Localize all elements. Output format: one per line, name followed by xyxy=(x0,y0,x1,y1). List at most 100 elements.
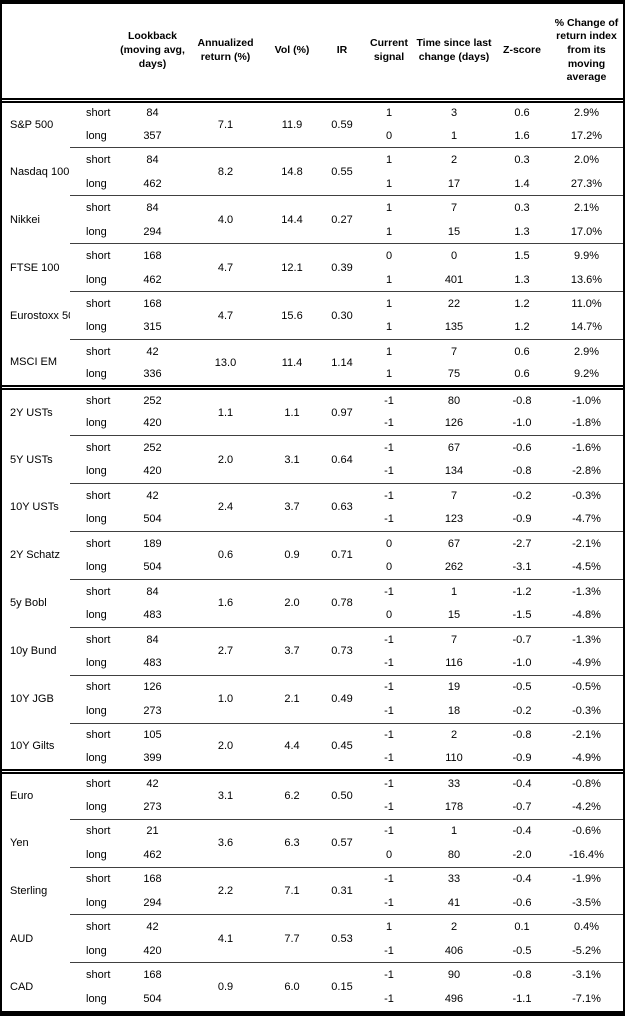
ir-value: 0.63 xyxy=(320,483,364,532)
ir-value: 0.59 xyxy=(331,118,353,131)
lookback-value: 168 xyxy=(118,243,187,268)
vol-value: 11.4 xyxy=(264,339,320,388)
table-body: S&P 500 short 84 7.1 11.9 0.59 1 3 0.6 2.9% long 35… xyxy=(2,100,623,1011)
pct-change-value: 11.0% xyxy=(550,291,623,316)
pct-change-value: -4.8% xyxy=(572,609,601,622)
lookback-value: 84 xyxy=(118,578,187,604)
leg-label: short xyxy=(86,107,111,120)
time-since-value: 126 xyxy=(444,417,464,430)
table-row: CAD short 168 0.9 6.0 0.15 -1 90 -0.8 -3.1% xyxy=(2,962,623,1011)
ir-value: 0.57 xyxy=(320,818,364,867)
instrument-name: 10y Bund xyxy=(10,645,57,658)
leg-label: long xyxy=(86,465,107,478)
lookback-value: 84 xyxy=(118,195,187,220)
instrument-name: 5Y USTs xyxy=(10,453,53,466)
current-signal-value: -1 xyxy=(364,385,414,412)
annualized-return-value: 0.9 xyxy=(187,962,264,1011)
pct-change-value: 27.3% xyxy=(570,177,603,190)
table-row: 10Y Gilts short 105 2.0 4.4 0.45 -1 2 -0.8 -2.1% xyxy=(2,722,623,772)
leg-label: long xyxy=(86,704,107,717)
ir-value: 0.31 xyxy=(320,866,364,915)
table-row: long 273 -1 178 -0.7 -4.2% xyxy=(2,795,623,819)
lookback-value: 462 xyxy=(143,848,162,861)
current-signal-value: 0 xyxy=(385,561,393,574)
vol-value: 11.9 xyxy=(281,118,303,131)
zscore-value: 0.1 xyxy=(494,914,550,939)
pct-change-value: -2.8% xyxy=(572,465,601,478)
table-row: MSCI EM short 42 13.0 11.4 1.14 1 7 0.6 2.9% xyxy=(2,339,623,388)
pct-change-value: -1.9% xyxy=(550,866,623,891)
leg-label: short xyxy=(70,818,118,844)
instrument-name: 10Y Gilts xyxy=(10,739,55,752)
vol-value: 6.2 xyxy=(264,768,320,820)
table-row: AUD short 42 4.1 7.7 0.53 1 2 0.1 0.4% xyxy=(2,914,623,963)
instrument-name: 10Y USTs xyxy=(10,501,59,514)
pct-change-value: -1.3% xyxy=(550,626,623,652)
lookback-value: 168 xyxy=(118,962,187,987)
annualized-return-value: 0.6 xyxy=(187,530,264,580)
current-signal-value: -1 xyxy=(384,800,394,813)
annualized-return-value: 4.7 xyxy=(187,243,264,292)
pct-change-value: -1.6% xyxy=(550,435,623,460)
annualized-return-value: 4.7 xyxy=(187,291,264,340)
pct-change-value: 9.2% xyxy=(573,368,600,381)
leg-label: long xyxy=(86,657,107,670)
lookback-value: 504 xyxy=(143,561,162,574)
table-row: long 357 0 1 1.6 17.2% xyxy=(2,124,623,148)
time-since-value: 178 xyxy=(444,800,464,813)
leg-label: long xyxy=(86,800,107,813)
pct-change-value: -0.5% xyxy=(550,674,623,700)
zscore-value: -3.1 xyxy=(512,561,532,574)
zscore-value: -1.0 xyxy=(512,417,532,430)
leg-label: short xyxy=(70,483,118,508)
lookback-value: 84 xyxy=(118,626,187,652)
table-row: long 336 1 75 0.6 9.2% xyxy=(2,364,623,388)
instrument-name: FTSE 100 xyxy=(10,261,60,274)
current-signal-value: 1 xyxy=(364,339,414,364)
leg-label: long xyxy=(86,896,107,909)
lookback-value: 315 xyxy=(143,321,162,334)
leg-label: long xyxy=(86,561,107,574)
zscore-value: -0.5 xyxy=(512,944,532,957)
zscore-value: -0.8 xyxy=(494,722,550,748)
ir-value: 0.50 xyxy=(320,768,364,820)
current-signal-value: -1 xyxy=(364,578,414,604)
time-since-value: 1 xyxy=(414,818,494,844)
pct-change-value: -4.7% xyxy=(572,513,601,526)
zscore-value: -0.9 xyxy=(512,513,532,526)
current-signal-value: -1 xyxy=(384,417,394,430)
lookback-value: 126 xyxy=(118,674,187,700)
vol-value: 2.0 xyxy=(264,578,320,628)
annualized-return-value: 2.0 xyxy=(187,722,264,772)
lookback-value: 42 xyxy=(118,768,187,796)
pct-change-value: -5.2% xyxy=(572,944,601,957)
leg-label: short xyxy=(70,530,118,556)
table-row: Sterling short 168 2.2 7.1 0.31 -1 33 -0.4 -1.9% xyxy=(2,866,623,915)
lookback-value: 462 xyxy=(143,273,162,286)
annualized-return-value: 2.4 xyxy=(187,483,264,532)
time-since-value: 123 xyxy=(444,513,464,526)
time-since-value: 22 xyxy=(414,291,494,316)
instrument-name: S&P 500 xyxy=(10,119,54,132)
table-row: Yen short 21 3.6 6.3 0.57 -1 1 -0.4 -0.6% xyxy=(2,818,623,867)
time-since-value: 110 xyxy=(445,751,463,764)
time-since-value: 496 xyxy=(444,992,464,1005)
header-row: Lookback (moving avg, days) Annualized r… xyxy=(2,4,623,103)
annualized-return-value: 8.2 xyxy=(187,147,264,196)
annualized-return-value: 1.0 xyxy=(187,674,264,724)
header-lookback: Lookback (moving avg, days) xyxy=(118,4,187,103)
zscore-value: -2.0 xyxy=(512,848,532,861)
table-row: long 504 -1 496 -1.1 -7.1% xyxy=(2,987,623,1011)
current-signal-value: 0 xyxy=(364,243,414,268)
current-signal-value: -1 xyxy=(384,944,394,957)
current-signal-value: 0 xyxy=(385,848,393,861)
table-row: long 273 -1 18 -0.2 -0.3% xyxy=(2,699,623,723)
pct-change-value: 2.1% xyxy=(550,195,623,220)
zscore-value: -0.8 xyxy=(512,465,532,478)
header-pct-change: % Change of return index from its moving… xyxy=(550,4,623,103)
current-signal-value: 1 xyxy=(364,195,414,220)
vol-value: 6.0 xyxy=(264,962,320,1011)
annualized-return-value: 13.0 xyxy=(187,339,264,388)
leg-label: short xyxy=(70,435,118,460)
current-signal-value: 0 xyxy=(385,609,393,622)
